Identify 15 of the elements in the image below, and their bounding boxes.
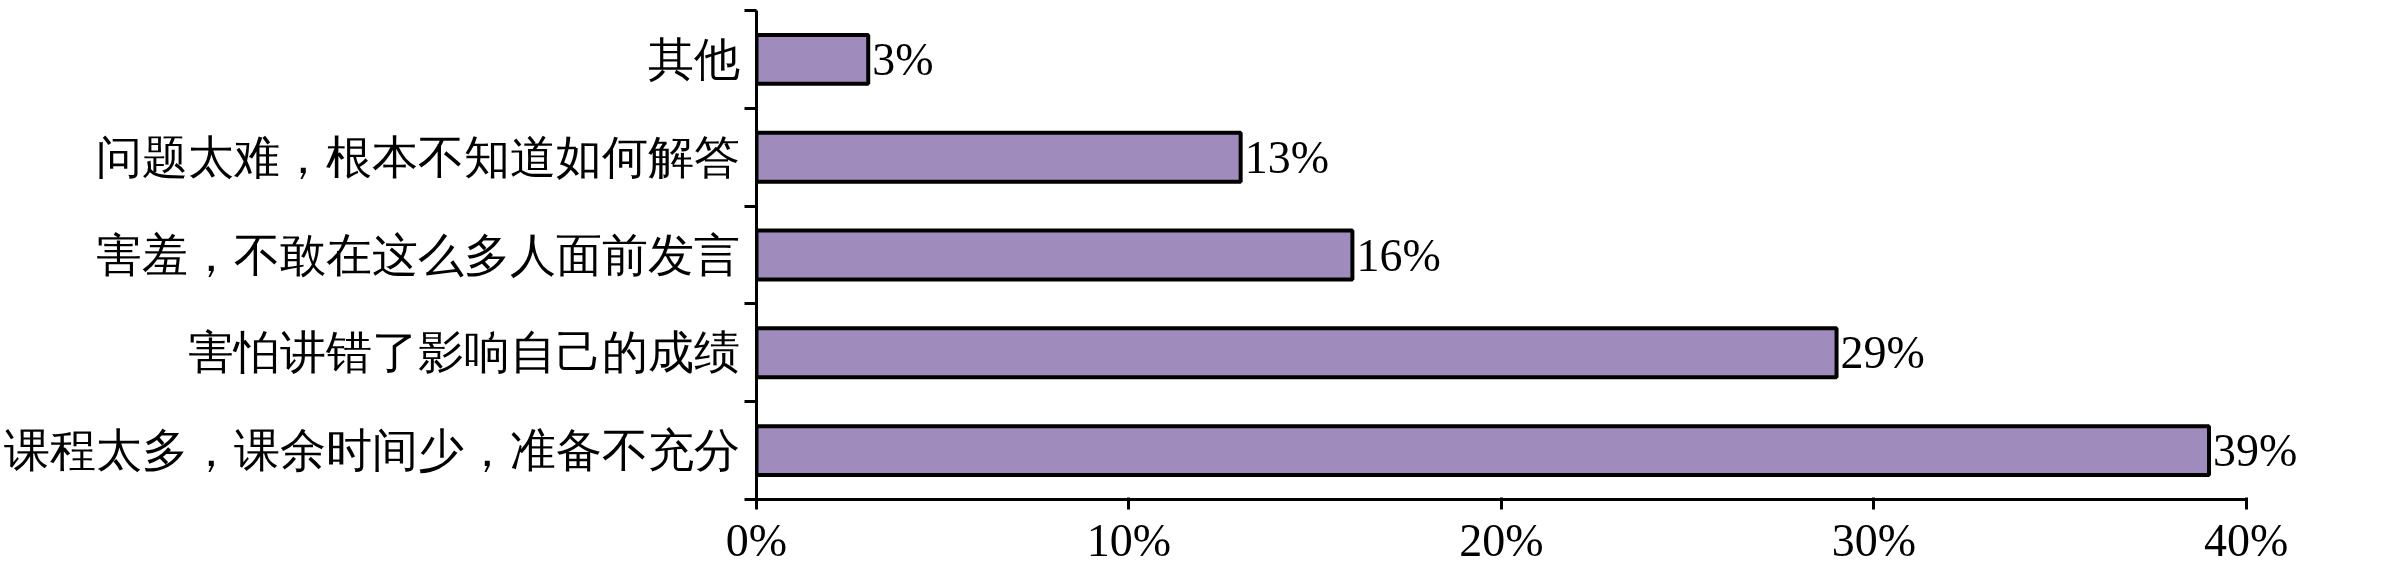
x-tick-label: 30% xyxy=(1831,514,1916,566)
y-tick-label: 害怕讲错了影响自己的成绩 xyxy=(187,327,740,379)
y-tick-label: 其他 xyxy=(647,33,740,85)
data-label: 29% xyxy=(1840,327,1925,379)
data-label: 13% xyxy=(1244,131,1329,183)
y-tick-label: 课程太多，课余时间少，准备不充分 xyxy=(3,425,740,477)
x-tick-label: 0% xyxy=(725,514,788,566)
x-tick-label: 40% xyxy=(2204,514,2289,566)
data-label: 16% xyxy=(1356,229,1441,281)
x-tick-label: 20% xyxy=(1459,514,1544,566)
data-label: 39% xyxy=(2212,425,2298,477)
y-tick-label: 问题太难，根本不知道如何解答 xyxy=(95,131,740,183)
x-tick-label: 10% xyxy=(1086,514,1172,566)
data-label: 3% xyxy=(872,33,934,85)
y-tick-label: 害羞，不敢在这么多人面前发言 xyxy=(95,229,740,281)
